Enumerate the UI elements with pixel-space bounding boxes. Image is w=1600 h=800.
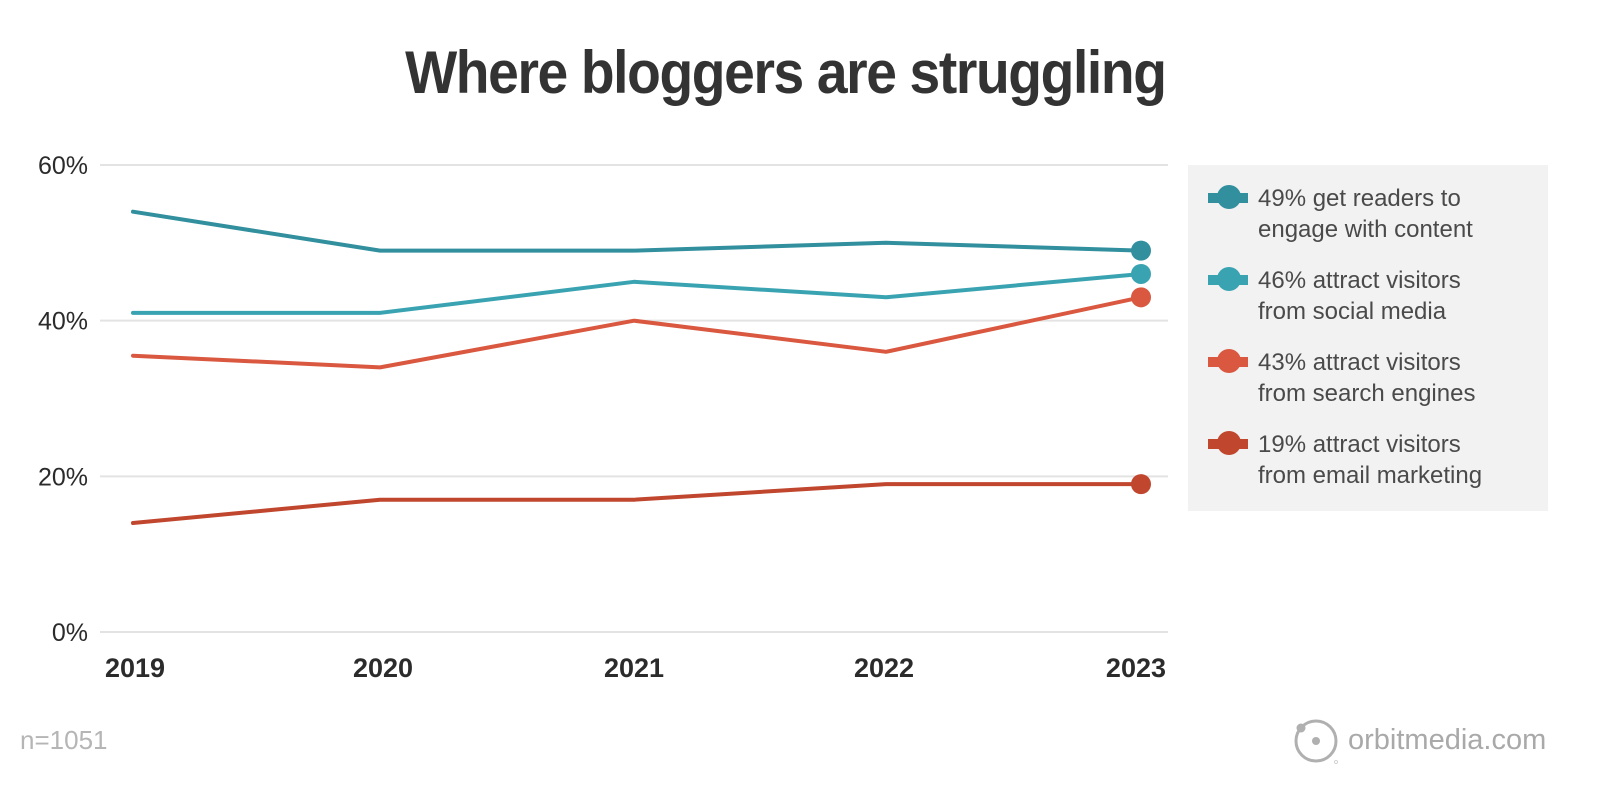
y-tick-label: 0% xyxy=(52,619,88,647)
y-axis-ticks: 0% 20% 40% 60% xyxy=(38,152,88,647)
x-axis-ticks: 2019 2020 2021 2022 2023 xyxy=(105,653,1166,683)
legend-label-line2: from social media xyxy=(1258,298,1447,325)
legend-marker-icon xyxy=(1208,183,1248,213)
legend: 49% get readers to engage with content 4… xyxy=(1188,165,1548,511)
x-tick-label: 2022 xyxy=(854,653,914,683)
legend-item-engage: 49% get readers to engage with content xyxy=(1208,183,1538,245)
series-endpoint-marker xyxy=(1131,263,1151,284)
y-tick-label: 60% xyxy=(38,152,88,180)
legend-label-line1: 49% get readers to xyxy=(1258,185,1461,212)
legend-item-email: 19% attract visitors from email marketin… xyxy=(1208,429,1538,491)
legend-label-line1: 19% attract visitors xyxy=(1258,431,1461,458)
legend-label-line2: engage with content xyxy=(1258,216,1473,243)
legend-label-line1: 46% attract visitors xyxy=(1258,267,1461,294)
y-tick-label: 20% xyxy=(38,463,88,491)
series-line xyxy=(131,209,1143,253)
series-line xyxy=(131,295,1143,370)
gridlines xyxy=(100,164,1168,633)
x-tick-label: 2021 xyxy=(604,653,664,683)
legend-marker-icon xyxy=(1208,347,1248,377)
legend-label-line2: from search engines xyxy=(1258,380,1476,407)
orbit-logo-icon xyxy=(1294,719,1338,764)
x-tick-label: 2020 xyxy=(353,653,413,683)
chart-title-text: Where bloggers are struggling xyxy=(404,39,1167,106)
series-line xyxy=(131,482,1143,525)
legend-label-line1: 43% attract visitors xyxy=(1258,349,1461,376)
brand-name: orbitmedia.com xyxy=(1348,723,1547,756)
x-tick-label: 2019 xyxy=(105,653,165,683)
series-lines xyxy=(131,209,1151,525)
x-tick-label: 2023 xyxy=(1106,653,1166,683)
legend-marker-icon xyxy=(1208,265,1248,295)
sample-size-note: n=1051 xyxy=(20,725,108,755)
legend-marker-icon xyxy=(1208,429,1248,459)
chart-title: Where bloggers are struggling xyxy=(0,38,1570,107)
brand-logo: orbitmedia.com xyxy=(1292,716,1546,764)
series-line xyxy=(131,272,1143,315)
series-endpoint-marker xyxy=(1131,287,1151,308)
series-endpoint-marker xyxy=(1131,474,1151,495)
series-endpoint-marker xyxy=(1131,240,1151,261)
legend-item-search: 43% attract visitors from search engines xyxy=(1208,347,1538,409)
legend-item-social: 46% attract visitors from social media xyxy=(1208,265,1538,327)
y-tick-label: 40% xyxy=(38,308,88,336)
legend-label-line2: from email marketing xyxy=(1258,462,1483,489)
